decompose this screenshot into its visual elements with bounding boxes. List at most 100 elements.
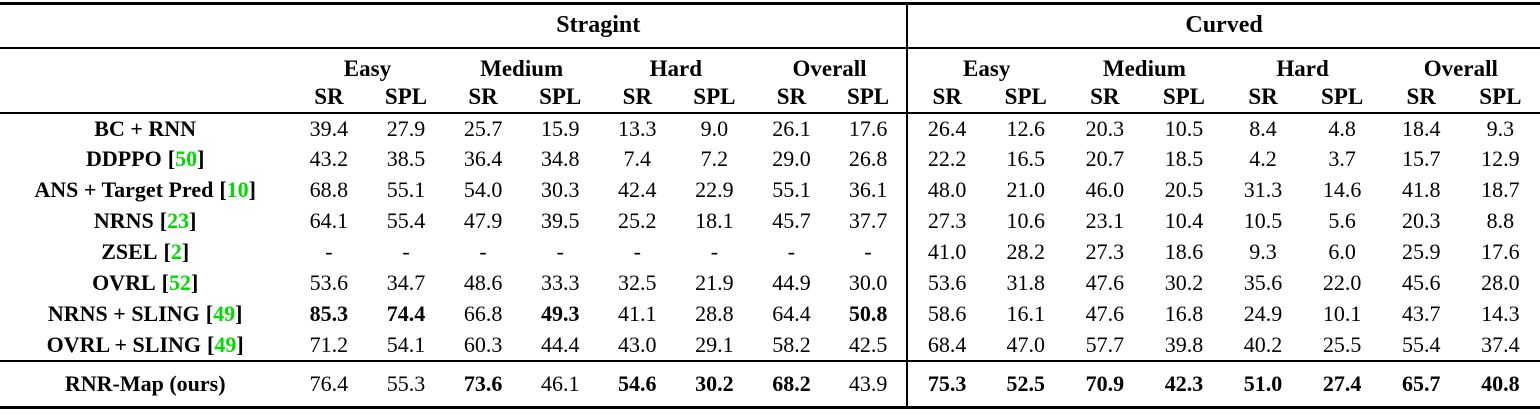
difficulty-header-hard: Hard [1276, 55, 1329, 81]
value-cell: 39.5 [540, 208, 580, 234]
corner-cell [0, 48, 290, 83]
method-cell: ZSEL [2] [0, 237, 290, 268]
value-cell: 16.8 [1164, 301, 1204, 327]
value-cell: 30.0 [830, 268, 909, 300]
table-body: BC + RNN 39.4 27.9 25.7 15.9 13.3 9.0 26.1 17.6 2… [0, 113, 1540, 408]
value-cell: 41.1 [618, 301, 657, 327]
value-cell: 45.7 [772, 208, 811, 234]
value-cell: 68.8 [309, 177, 349, 203]
value-cell: 29.1 [695, 331, 734, 357]
metric-header-spl: SPL [830, 82, 909, 115]
value-cell: 17.6 [1481, 239, 1520, 265]
citation-close-bracket: ] [189, 208, 197, 234]
value-cell: 54.1 [386, 331, 426, 357]
value-cell: 18.4 [1401, 115, 1441, 141]
value-cell: 49.3 [540, 301, 580, 327]
value-cell: 70.9 [1065, 360, 1145, 408]
citation-open-bracket: [ [159, 208, 168, 234]
difficulty-header-overall: Overall [752, 47, 909, 83]
citation-open-bracket: [ [207, 331, 215, 357]
value-cell: 14.6 [1322, 177, 1362, 203]
value-cell: 45.6 [1401, 270, 1441, 296]
citation: [50] [168, 146, 205, 171]
value-cell: 75.3 [907, 360, 987, 408]
difficulty-header-medium: Medium [480, 55, 564, 81]
value-cell: 39.4 [309, 115, 349, 141]
value-cell: 20.7 [1085, 146, 1125, 172]
value-cell: 12.6 [1006, 115, 1046, 141]
value-cell: 21.0 [1006, 177, 1046, 203]
value-cell: 66.8 [463, 301, 503, 327]
value-cell: 60.3 [463, 331, 503, 357]
value-cell: 25.9 [1401, 239, 1441, 265]
value-cell: 34.8 [540, 146, 580, 172]
method-name: NRNS [93, 208, 154, 234]
table-row: OVRL [52] 53.6 34.7 48.6 33.3 32.5 21.9 44.9 30.0… [0, 268, 1540, 300]
value-cell: 55.4 [1401, 331, 1441, 357]
value-cell: 65.7 [1381, 360, 1461, 408]
method-cell: RNR-Map (ours) [0, 360, 291, 408]
citation: [2] [163, 239, 189, 264]
value-cell: 28.0 [1481, 270, 1520, 296]
value-cell: 9.3 [1249, 239, 1277, 265]
value-cell: 43.0 [618, 331, 657, 357]
metric-header-sr: SR [1381, 82, 1461, 115]
value-cell: 53.6 [309, 270, 349, 296]
method-name: NRNS + SLING [47, 301, 200, 327]
value-cell: 68.2 [752, 360, 831, 408]
value-cell: 15.9 [540, 115, 580, 141]
citation-open-bracket: [ [167, 146, 176, 172]
value-cell: 7.2 [700, 146, 729, 172]
table-row: ANS + Target Pred [10] 68.8 55.1 54.0 30.3 42.… [0, 175, 1540, 207]
value-cell: 40.8 [1460, 360, 1540, 408]
method-name: OVRL [92, 270, 156, 296]
value-cell: 73.6 [444, 360, 522, 408]
value-cell: 20.5 [1164, 177, 1204, 203]
value-cell: 15.7 [1401, 146, 1441, 172]
table-row: OVRL + SLING [49] 71.2 54.1 60.3 44.4 43.0 29.1… [0, 330, 1540, 362]
value-cell: - [787, 239, 796, 265]
value-cell: 47.6 [1085, 301, 1125, 327]
value-cell: 13.3 [618, 115, 657, 141]
value-cell: 37.7 [830, 206, 909, 238]
metric-header-sr: SR [1065, 82, 1145, 115]
value-cell: 39.8 [1164, 331, 1204, 357]
metric-header-spl: SPL [1144, 82, 1224, 115]
group-header-stragint: Stragint [290, 3, 909, 49]
method-cell: DDPPO [50] [0, 144, 290, 175]
value-cell: 53.6 [927, 270, 967, 296]
value-cell: 17.6 [830, 113, 909, 145]
value-cell: 20.3 [1401, 208, 1441, 234]
value-cell: 30.2 [675, 360, 753, 408]
citation-open-bracket: [ [219, 177, 227, 203]
value-cell: 36.4 [463, 146, 503, 172]
value-cell: 38.5 [386, 146, 426, 172]
citation-number: 52 [168, 270, 191, 296]
value-cell: 28.8 [695, 301, 734, 327]
value-cell: 18.6 [1164, 239, 1204, 265]
value-cell: 52.5 [986, 360, 1066, 408]
value-cell: 18.7 [1481, 177, 1520, 203]
value-cell: 71.2 [309, 331, 349, 357]
value-cell: 7.4 [623, 146, 652, 172]
table-row: NRNS + SLING [49] 85.3 74.4 66.8 49.3 41.1 28.8… [0, 299, 1540, 331]
value-cell: 42.5 [830, 330, 909, 362]
difficulty-header-medium: Medium [1102, 55, 1186, 81]
value-cell: 55.3 [367, 360, 445, 408]
value-cell: 25.5 [1322, 331, 1362, 357]
metric-header-spl: SPL [986, 82, 1066, 115]
method-name: DDPPO [85, 146, 162, 172]
value-cell: 47.0 [1006, 331, 1046, 357]
value-cell: - [556, 239, 564, 265]
method-cell: OVRL + SLING [49] [0, 330, 290, 361]
method-cell: OVRL [52] [0, 268, 290, 299]
method-cell: BC + RNN [0, 113, 290, 144]
citation-number: 49 [214, 331, 237, 357]
value-cell: 22.0 [1322, 270, 1362, 296]
value-cell: 31.3 [1243, 177, 1283, 203]
value-cell: 40.2 [1243, 331, 1283, 357]
group-header-row: Stragint Curved [0, 3, 1540, 49]
value-cell: 46.0 [1085, 177, 1125, 203]
value-cell: 55.1 [386, 177, 426, 203]
